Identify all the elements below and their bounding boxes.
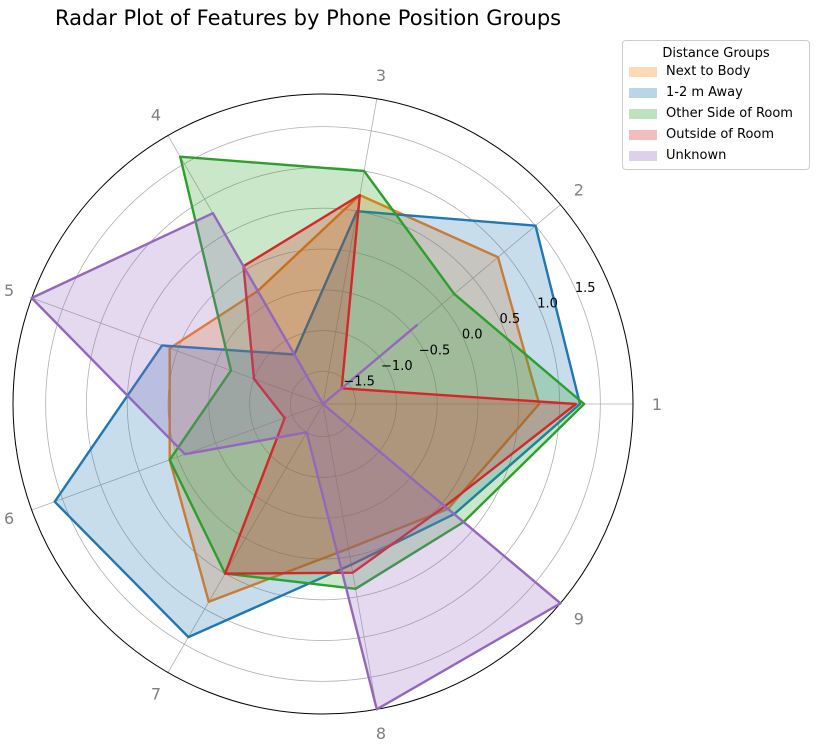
series-line — [168, 193, 541, 603]
series-layer — [30, 155, 586, 711]
category-label: 9 — [574, 610, 584, 629]
radial-tick-label: 0.0 — [462, 328, 483, 343]
legend-entry: Next to Body — [623, 61, 809, 82]
spoke-line — [322, 403, 378, 710]
radial-tick-label: −1.5 — [343, 375, 375, 390]
category-label: 6 — [4, 509, 14, 528]
legend-entry: Unknown — [623, 145, 809, 166]
series-line — [53, 209, 582, 639]
legend-swatch — [629, 87, 657, 98]
legend-title: Distance Groups — [662, 46, 770, 61]
series-line — [30, 211, 562, 711]
chart-title: Radar Plot of Features by Phone Position… — [55, 6, 562, 30]
legend-swatch — [629, 129, 657, 140]
legend: Distance Groups Next to Body 1-2 m Away Ot… — [622, 40, 810, 170]
spoke-line — [167, 403, 324, 673]
category-label: 3 — [376, 66, 386, 85]
radial-tick-label: 1.0 — [537, 296, 558, 311]
category-label: 8 — [376, 724, 386, 743]
radial-tick-label: −1.0 — [381, 359, 413, 374]
radial-tick-label: 0.5 — [500, 312, 521, 327]
legend-swatch — [629, 66, 657, 77]
legend-swatch — [629, 108, 657, 119]
legend-entry: 1-2 m Away — [623, 82, 809, 103]
legend-label: Next to Body — [666, 64, 751, 79]
legend-label: Outside of Room — [666, 127, 775, 142]
category-label: 2 — [574, 180, 584, 199]
legend-entry: Outside of Room — [623, 124, 809, 145]
series-fill — [225, 195, 576, 574]
radial-tick-label: −0.5 — [419, 343, 451, 358]
category-label: 1 — [652, 395, 662, 414]
category-label: 7 — [151, 684, 161, 703]
radial-tick-label: 1.5 — [575, 281, 596, 296]
category-label: 5 — [4, 281, 14, 300]
legend-label: 1-2 m Away — [666, 85, 743, 100]
spoke-line — [31, 403, 324, 511]
legend-swatch — [629, 150, 657, 161]
plot-frame — [12, 93, 634, 715]
category-label: 4 — [151, 106, 161, 125]
legend-entries: Next to Body 1-2 m Away Other Side of Room… — [623, 61, 809, 166]
series-line — [168, 155, 586, 590]
series-fill — [54, 211, 580, 638]
legend-label: Other Side of Room — [666, 106, 793, 121]
series-fill — [169, 156, 585, 589]
legend-label: Unknown — [666, 148, 727, 163]
spoke-line — [322, 98, 378, 405]
legend-entry: Other Side of Room — [623, 103, 809, 124]
series-line — [223, 193, 578, 575]
series-fill — [31, 213, 561, 710]
axis-labels: −1.5 −1.0 −0.5 0.0 0.5 1.0 1.5 1 2 3 4 5 6 7 8 9 — [4, 66, 662, 743]
spoke-line — [31, 297, 324, 405]
